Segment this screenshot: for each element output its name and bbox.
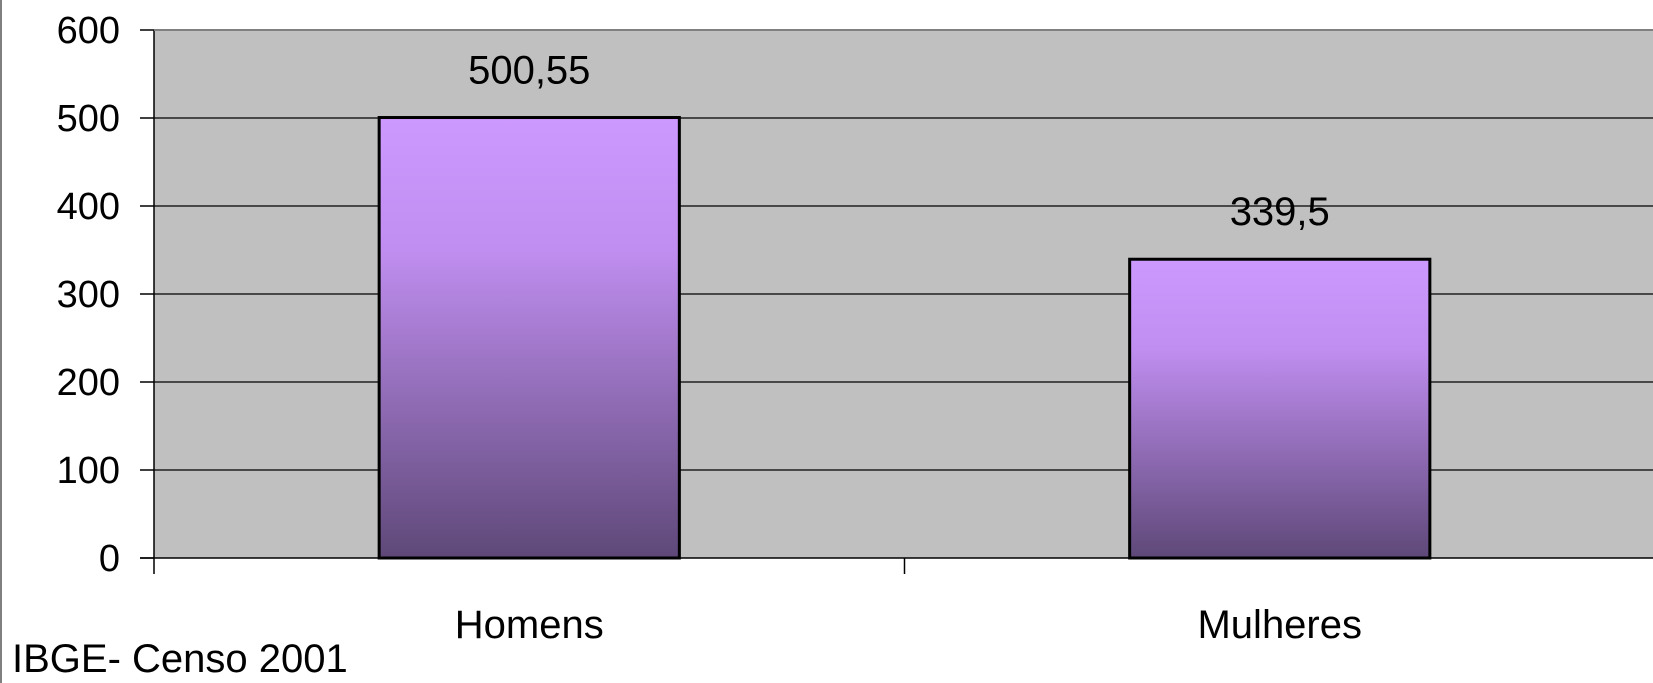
data-label: 500,55	[468, 49, 590, 93]
y-tick-label: 0	[99, 538, 120, 580]
y-tick-label: 500	[57, 98, 120, 140]
x-tick-labels: Homens Mulheres	[455, 603, 1362, 647]
y-tick-label: 200	[57, 362, 120, 404]
y-tick-label: 100	[57, 450, 120, 492]
x-tick-label: Mulheres	[1197, 603, 1362, 647]
y-tick-label: 400	[57, 186, 120, 228]
bar-homens	[377, 116, 681, 560]
y-tick-label: 300	[57, 274, 120, 316]
data-labels: 500,55 339,5	[468, 49, 1330, 235]
axes	[140, 29, 1653, 574]
data-label: 339,5	[1230, 190, 1330, 234]
bar-mulheres	[1128, 257, 1432, 560]
x-tick-label: Homens	[455, 603, 604, 647]
y-tick-label: 600	[57, 10, 120, 52]
source-note: IBGE- Censo 2001	[12, 637, 348, 681]
bars	[377, 116, 1432, 560]
y-tick-labels: 0 100 200 300 400 500 600	[57, 10, 120, 580]
